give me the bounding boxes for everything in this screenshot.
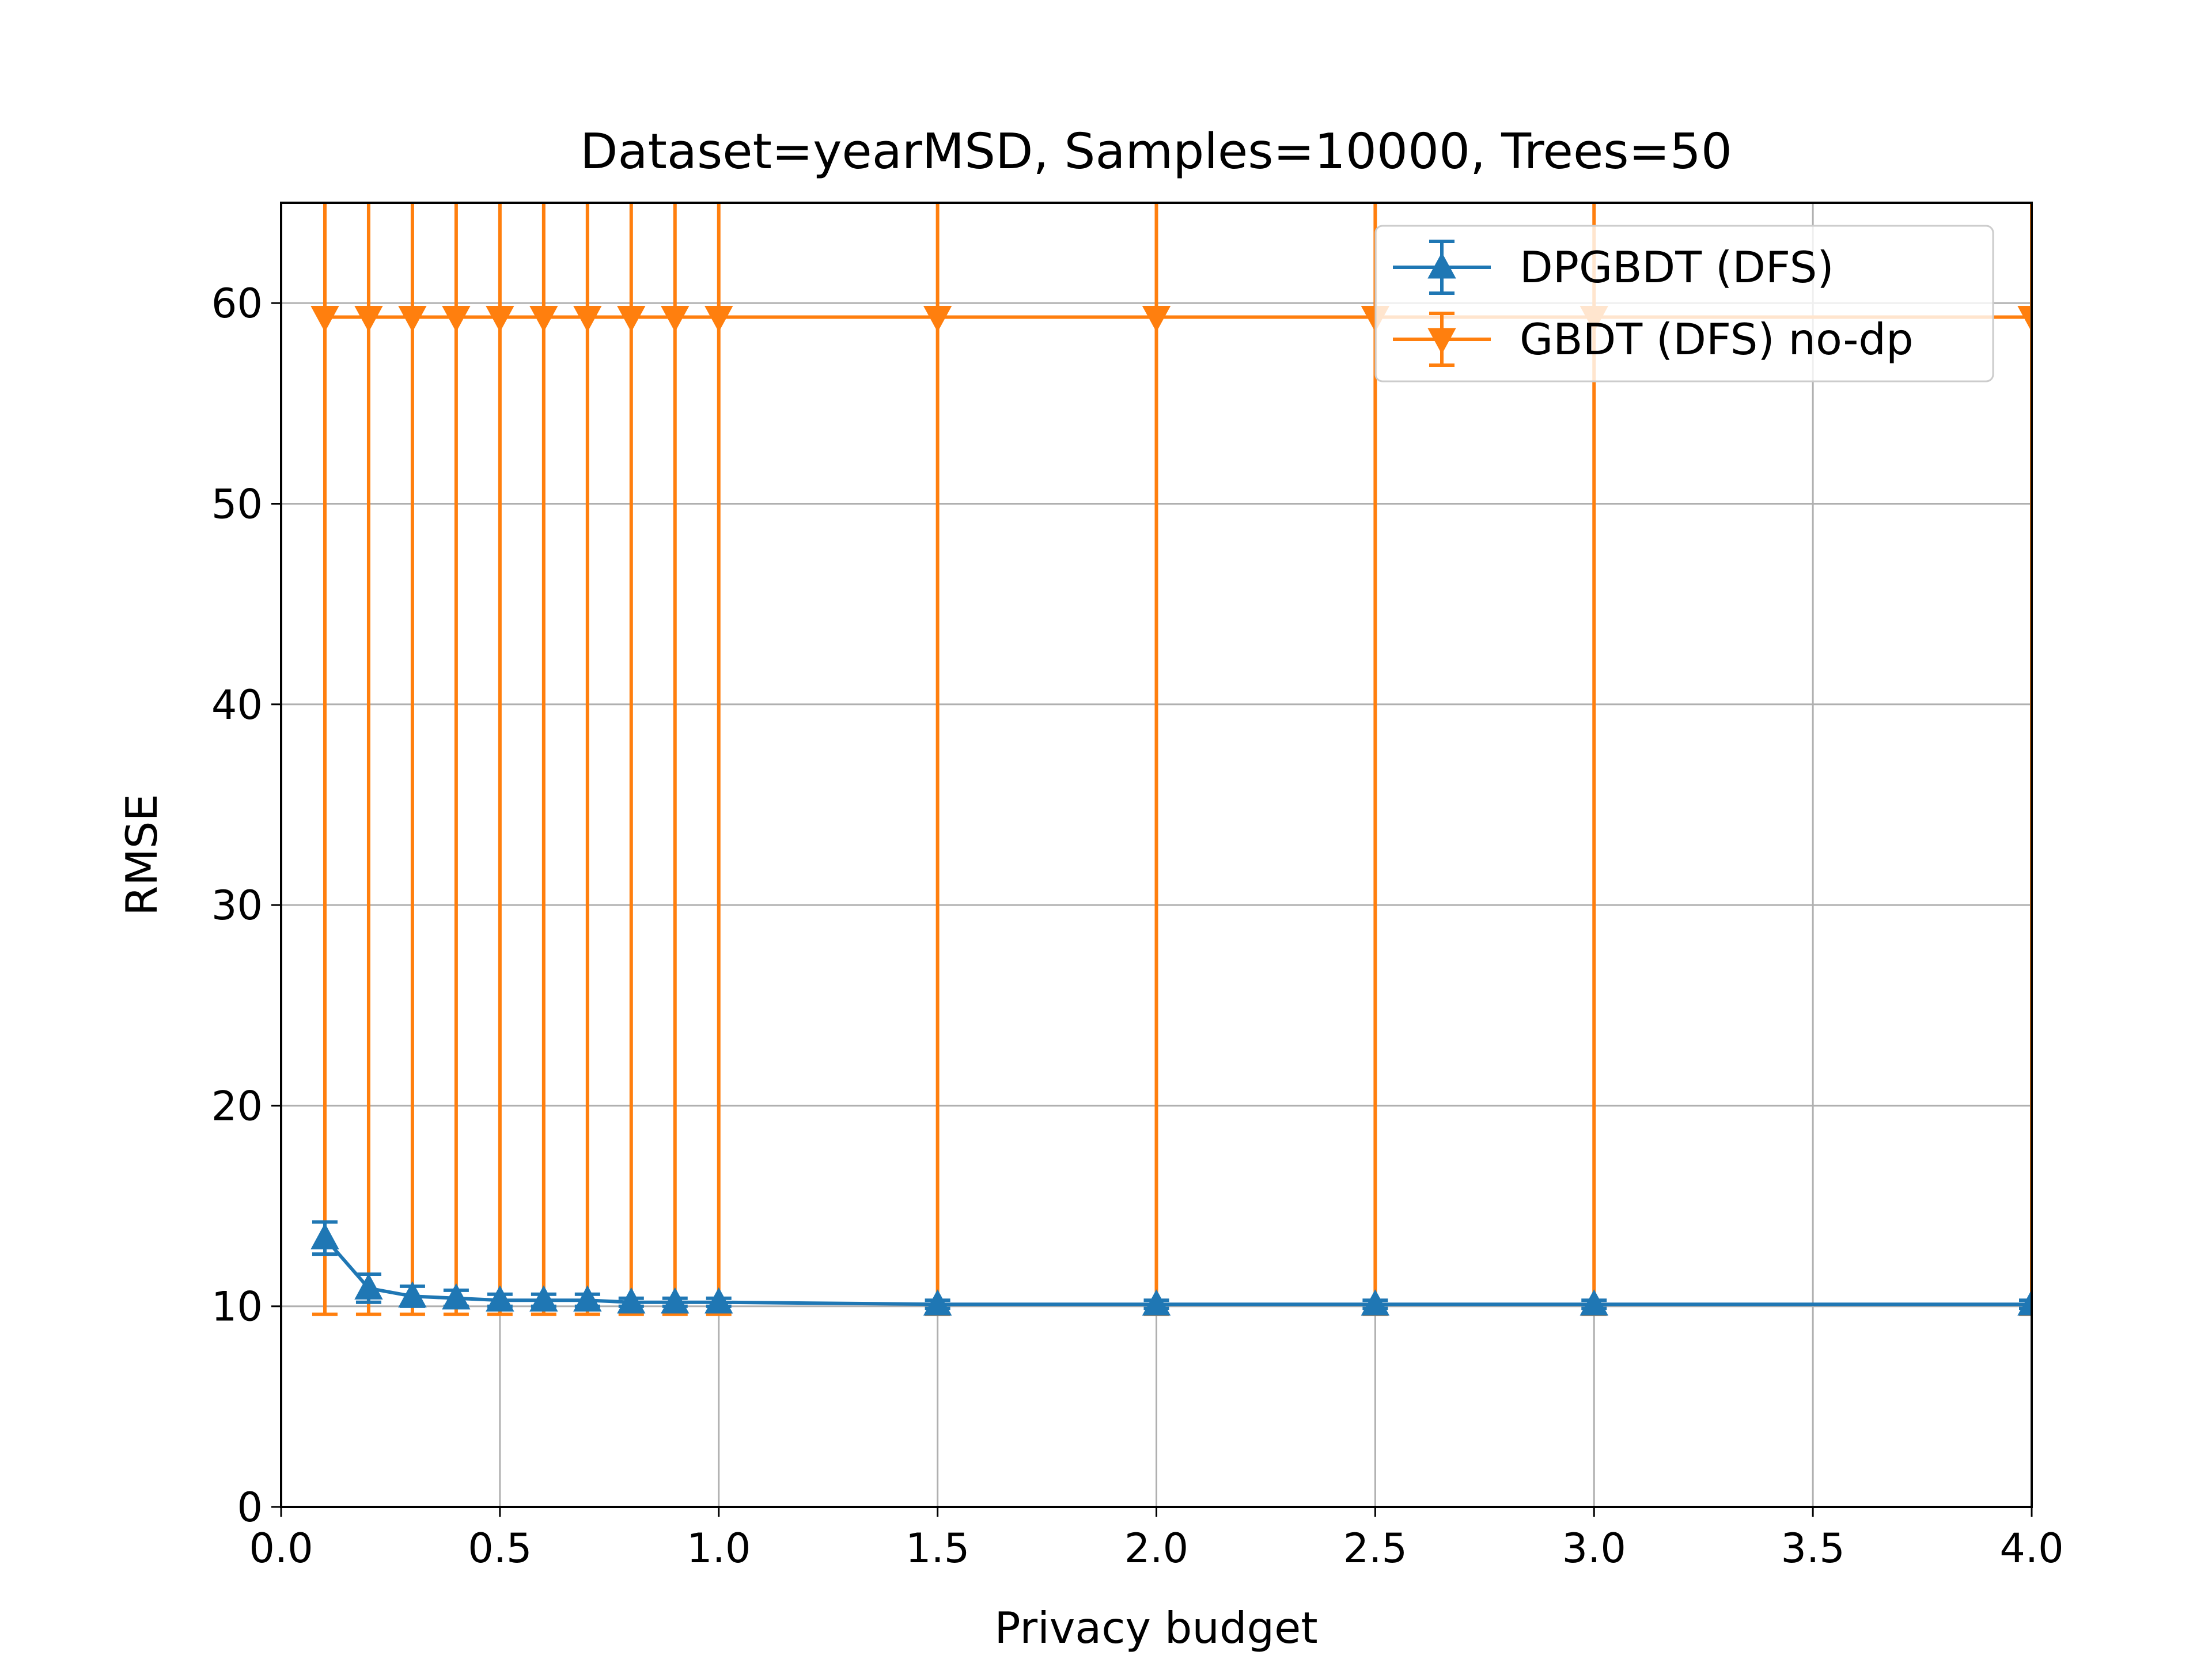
y-tick-label: 60 (211, 280, 263, 327)
y-tick-label: 20 (211, 1082, 263, 1130)
legend-marker (1427, 328, 1456, 354)
x-tick-label: 2.5 (1343, 1525, 1407, 1572)
legend-box (1374, 225, 1994, 382)
x-tick-label: 0.5 (468, 1525, 532, 1572)
data-point (398, 306, 427, 332)
chart-title: Dataset=yearMSD, Samples=10000, Trees=50 (580, 123, 1732, 180)
data-point (442, 306, 471, 332)
legend-entry-1: GBDT (DFS) no-dp (1393, 312, 1914, 367)
data-point (617, 306, 646, 332)
data-point (486, 1285, 514, 1312)
data-point (661, 1287, 690, 1314)
y-axis-label: RMSE (116, 794, 167, 916)
y-tick-label: 10 (211, 1283, 263, 1331)
legend-label: DPGBDT (DFS) (1520, 242, 1834, 293)
x-tick-label: 1.0 (687, 1525, 751, 1572)
x-tick-label: 2.0 (1124, 1525, 1188, 1572)
data-point (617, 1287, 646, 1314)
data-point (2017, 306, 2032, 332)
data-point (661, 306, 690, 332)
data-point (923, 1289, 952, 1316)
y-tick-label: 30 (211, 882, 263, 929)
data-point (573, 1285, 602, 1312)
data-point (2017, 1289, 2032, 1316)
x-tick-label: 0.0 (249, 1525, 313, 1572)
x-tick-label: 4.0 (1999, 1525, 2063, 1572)
legend-entry-0: DPGBDT (DFS) (1393, 240, 1834, 295)
x-tick-label: 3.0 (1562, 1525, 1626, 1572)
data-point (354, 306, 383, 332)
y-tick-label: 0 (237, 1484, 263, 1531)
data-point (573, 306, 602, 332)
data-point (704, 306, 733, 332)
legend: DPGBDT (DFS) GBDT (DFS) no-dp (1374, 225, 1994, 382)
data-point (398, 1281, 427, 1308)
series-0 (310, 1220, 2032, 1316)
data-point (529, 1285, 558, 1312)
x-tick-label: 1.5 (906, 1525, 969, 1572)
data-point (442, 1283, 471, 1310)
data-point (1580, 1289, 1608, 1316)
data-point (1361, 1289, 1390, 1316)
data-point (1142, 1289, 1171, 1316)
data-point (704, 1287, 733, 1314)
data-point (310, 1223, 339, 1249)
data-point (529, 306, 558, 332)
y-tick-label: 40 (211, 681, 263, 729)
data-point (354, 1273, 383, 1300)
data-point (310, 306, 339, 332)
x-axis-label: Privacy budget (994, 1603, 1317, 1653)
data-point (486, 306, 514, 332)
x-tick-label: 3.5 (1781, 1525, 1844, 1572)
y-tick-label: 50 (211, 480, 263, 528)
legend-label: GBDT (DFS) no-dp (1520, 314, 1914, 365)
data-point (1142, 306, 1171, 332)
data-point (923, 306, 952, 332)
ticks: 0.0 0.5 1.0 1.5 2.0 2.5 3.0 3.5 4.0 0 10 20 30 40 50 60 (211, 280, 2064, 1572)
legend-marker (1427, 252, 1456, 279)
